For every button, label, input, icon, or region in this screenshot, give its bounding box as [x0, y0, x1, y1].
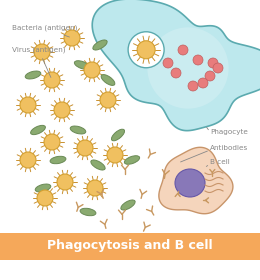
- Circle shape: [107, 147, 123, 163]
- Circle shape: [87, 180, 103, 196]
- Ellipse shape: [31, 125, 46, 135]
- Ellipse shape: [121, 200, 135, 210]
- Circle shape: [84, 62, 100, 78]
- Circle shape: [54, 102, 70, 118]
- Circle shape: [20, 97, 36, 113]
- Circle shape: [205, 71, 215, 81]
- Circle shape: [178, 45, 188, 55]
- Circle shape: [171, 68, 181, 78]
- Text: Bacteria (antigen): Bacteria (antigen): [12, 25, 77, 37]
- Ellipse shape: [70, 126, 86, 134]
- Ellipse shape: [93, 40, 107, 50]
- Circle shape: [188, 81, 198, 91]
- Ellipse shape: [124, 156, 140, 164]
- Circle shape: [44, 134, 60, 150]
- Text: Virus (antigen): Virus (antigen): [12, 47, 66, 78]
- Circle shape: [57, 174, 73, 190]
- Ellipse shape: [50, 156, 66, 164]
- Ellipse shape: [25, 71, 41, 79]
- Circle shape: [34, 44, 50, 60]
- Text: B cell: B cell: [210, 159, 230, 165]
- Ellipse shape: [91, 160, 105, 170]
- Ellipse shape: [112, 129, 125, 141]
- Ellipse shape: [74, 61, 90, 69]
- Circle shape: [193, 55, 203, 65]
- Circle shape: [64, 30, 80, 46]
- Circle shape: [100, 92, 116, 108]
- Circle shape: [208, 58, 218, 68]
- Polygon shape: [147, 27, 229, 109]
- Circle shape: [128, 32, 164, 68]
- Text: Phagocyte: Phagocyte: [210, 129, 248, 135]
- Circle shape: [77, 140, 93, 156]
- FancyBboxPatch shape: [0, 233, 260, 260]
- Ellipse shape: [101, 74, 115, 85]
- Text: Antibodies: Antibodies: [210, 145, 248, 151]
- Text: Phagocytosis and B cell: Phagocytosis and B cell: [47, 239, 213, 253]
- Circle shape: [44, 72, 60, 88]
- Circle shape: [20, 152, 36, 168]
- Ellipse shape: [80, 208, 96, 216]
- Ellipse shape: [175, 169, 205, 197]
- Polygon shape: [159, 147, 233, 214]
- Circle shape: [37, 190, 53, 206]
- Circle shape: [213, 63, 223, 73]
- Circle shape: [137, 41, 155, 59]
- Ellipse shape: [35, 184, 51, 192]
- Polygon shape: [92, 0, 260, 131]
- Circle shape: [198, 78, 208, 88]
- Circle shape: [163, 58, 173, 68]
